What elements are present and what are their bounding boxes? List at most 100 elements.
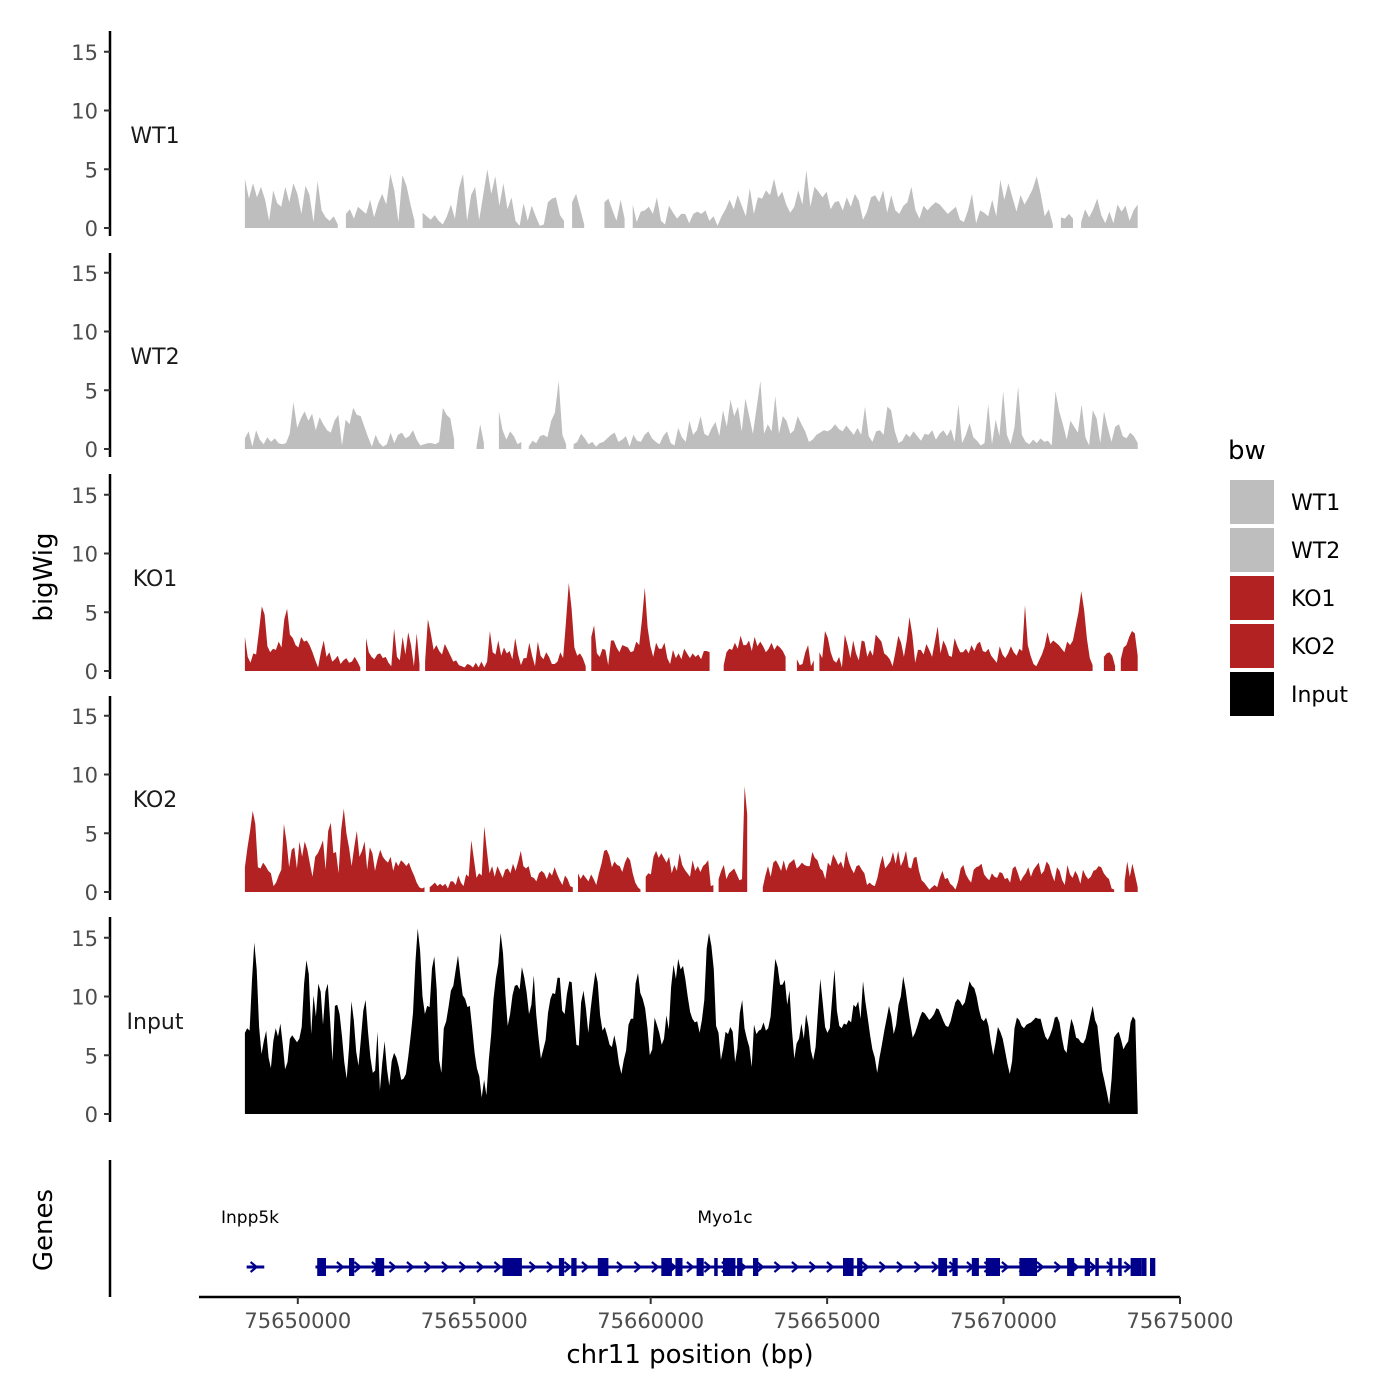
legend-item-wt2: WT2	[1230, 528, 1340, 572]
y-tick-label: 15	[71, 927, 98, 951]
gene-label: Myo1c	[697, 1208, 752, 1228]
exon	[1141, 1258, 1147, 1276]
coverage-area	[573, 380, 1138, 449]
coverage-area	[1124, 861, 1138, 892]
coverage-area	[498, 411, 522, 449]
y-tick-label: 10	[71, 321, 98, 345]
strand-chevron	[1123, 1261, 1133, 1273]
strand-chevron	[388, 1261, 398, 1273]
legend-label: WT1	[1291, 491, 1340, 516]
exon	[317, 1258, 326, 1276]
y-tick-label: 0	[85, 1103, 98, 1127]
x-tick-label: 75655000	[421, 1309, 528, 1333]
coverage-area	[1081, 198, 1138, 228]
strand-chevron	[1036, 1261, 1045, 1273]
exon	[571, 1258, 577, 1276]
coverage-area	[476, 424, 484, 449]
strand-chevron	[756, 1261, 765, 1273]
tracks-layer: 0 5 10 15 WT1 0 5 10 15 WT2 0 5 10 15 KO1 0 5 10 15 KO2 0 5 10…	[71, 31, 1138, 1127]
strand-chevron	[703, 1261, 713, 1273]
strand-chevron	[878, 1261, 888, 1273]
strand-chevron	[406, 1261, 415, 1273]
legend-swatch	[1230, 672, 1274, 716]
y-tick-label: 5	[85, 158, 98, 182]
legend-item-ko1: KO1	[1230, 576, 1336, 620]
track-input: 0 5 10 15 Input	[71, 917, 1138, 1127]
coverage-area	[1060, 213, 1073, 228]
coverage-area	[572, 193, 585, 228]
coverage-area	[425, 582, 586, 671]
strand-chevron	[458, 1261, 468, 1273]
track-label: Input	[127, 1010, 184, 1035]
strand-chevron	[1001, 1261, 1010, 1273]
gene-myo1c: Myo1c	[315, 1208, 1156, 1276]
y-tick-label: 10	[71, 100, 98, 124]
strand-chevron	[913, 1261, 923, 1273]
exon	[1130, 1258, 1142, 1276]
y-tick-label: 0	[85, 217, 98, 241]
legend-title: bw	[1228, 436, 1266, 466]
x-tick-label: 75665000	[774, 1309, 881, 1333]
strand-chevron	[493, 1261, 503, 1273]
exon	[502, 1258, 522, 1276]
exon	[1118, 1258, 1122, 1276]
strand-chevron	[476, 1261, 485, 1273]
legend-label: KO2	[1291, 635, 1336, 660]
strand-chevron	[861, 1261, 870, 1273]
coverage-area	[718, 786, 748, 892]
exon	[1067, 1258, 1075, 1276]
coverage-area	[244, 928, 1138, 1114]
exon	[971, 1258, 979, 1276]
y-tick-label: 5	[85, 1044, 98, 1068]
exon	[857, 1258, 863, 1276]
strand-chevron	[249, 1261, 259, 1273]
legend-label: Input	[1291, 683, 1348, 708]
y-tick-label: 15	[71, 262, 98, 286]
track-ko2: 0 5 10 15 KO2	[71, 696, 1138, 905]
exon	[1109, 1258, 1113, 1276]
strand-chevron	[1106, 1261, 1115, 1273]
exon	[985, 1258, 1000, 1276]
exon	[1019, 1258, 1037, 1276]
coverage-area	[1103, 652, 1116, 671]
exon	[737, 1258, 743, 1276]
coverage-area	[645, 850, 714, 892]
coverage-area	[244, 808, 425, 892]
exon	[1150, 1258, 1156, 1276]
coverage-area	[1120, 631, 1138, 671]
y-tick-label: 5	[85, 601, 98, 625]
y-tick-label: 5	[85, 822, 98, 846]
strand-chevron	[616, 1261, 625, 1273]
x-axis: 75650000 75655000 75660000 75665000 75670000…	[199, 1295, 1234, 1333]
x-axis-title: chr11 position (bp)	[566, 1340, 813, 1370]
exon	[349, 1258, 355, 1276]
y-tick-label: 5	[85, 379, 98, 403]
legend-label: WT2	[1291, 539, 1340, 564]
strand-chevron	[581, 1261, 590, 1273]
strand-chevron	[896, 1261, 905, 1273]
coverage-area	[591, 587, 710, 671]
x-tick-label: 75670000	[950, 1309, 1057, 1333]
legend-item-ko2: KO2	[1230, 624, 1336, 668]
strand-chevron	[651, 1261, 660, 1273]
exon	[714, 1258, 718, 1276]
exon	[558, 1258, 565, 1276]
strand-chevron	[633, 1261, 643, 1273]
track-label: WT2	[130, 345, 179, 370]
coverage-area	[366, 628, 420, 671]
x-tick-label: 75675000	[1127, 1309, 1234, 1333]
coverage-area	[819, 591, 1093, 671]
coverage-area	[345, 173, 415, 228]
track-wt1: 0 5 10 15 WT1	[71, 31, 1138, 241]
exon	[843, 1258, 854, 1276]
legend-item-wt1: WT1	[1230, 480, 1340, 524]
coverage-area	[429, 826, 573, 892]
coverage-area	[762, 850, 1115, 892]
y-tick-label: 15	[71, 41, 98, 65]
exon	[675, 1258, 683, 1276]
y-tick-label: 0	[85, 660, 98, 684]
strand-chevron	[563, 1261, 573, 1273]
coverage-area	[578, 849, 641, 892]
exon	[1084, 1258, 1090, 1276]
